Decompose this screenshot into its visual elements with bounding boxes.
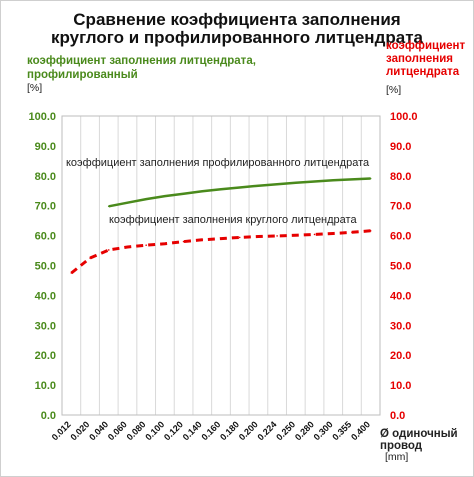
y-tick-label-left: 100.0 (28, 111, 56, 123)
x-tick-label: 0.020 (68, 419, 91, 442)
y-tick-label-right: 0.0 (390, 410, 405, 422)
y-tick-label-left: 0.0 (41, 410, 56, 422)
y-axis-right-unit: [%] (386, 84, 402, 96)
data-point (164, 195, 166, 197)
data-point (126, 201, 129, 204)
y-tick-label-left: 30.0 (35, 320, 56, 332)
y-tick-label-right: 70.0 (390, 201, 411, 213)
data-point (351, 178, 353, 181)
x-tick-label: 0.060 (106, 419, 129, 442)
y-tick-label-left: 70.0 (35, 201, 56, 213)
x-tick-label: 0.040 (87, 419, 110, 442)
chart-title-line-1: Сравнение коэффициента заполнения (73, 10, 401, 29)
series-annotation-1: коэффициент заполнения профилированного … (66, 157, 370, 169)
plot-area (61, 115, 381, 416)
x-tick-label: 0.180 (218, 419, 241, 442)
data-point (351, 231, 353, 234)
y-tick-label-right: 90.0 (390, 141, 411, 153)
y-tick-label-left: 90.0 (35, 141, 56, 153)
data-point (107, 205, 110, 208)
y-tick-label-right: 10.0 (390, 380, 411, 392)
x-tick-label: 0.400 (349, 419, 372, 442)
y-axis-left-label: коэффициент заполнения литцендрата, проф… (27, 55, 256, 81)
y-tick-label-left: 10.0 (35, 380, 56, 392)
y-tick-label-left: 80.0 (35, 171, 56, 183)
data-point (145, 244, 147, 246)
data-point (332, 179, 335, 182)
y-tick-label-right: 100.0 (390, 111, 418, 123)
y-tick-label-right: 20.0 (390, 350, 411, 362)
data-point (295, 234, 297, 237)
x-axis-label: Ø одиночный провод (380, 428, 458, 452)
y-tick-label-left: 50.0 (35, 261, 56, 273)
data-point (164, 242, 166, 245)
data-point (89, 257, 91, 259)
y-axis-right-label: коэффициент заполнения литцендрата (386, 40, 466, 78)
x-tick-label: 0.300 (312, 419, 335, 442)
data-point (257, 235, 260, 238)
series-annotation-2: коэффициент заполнения круглого литцендр… (109, 214, 357, 226)
data-point (313, 233, 316, 236)
data-point (257, 184, 260, 187)
y-axis-left-unit: [%] (27, 82, 43, 94)
data-point (201, 238, 204, 241)
y-tick-label-right: 60.0 (390, 231, 411, 243)
data-point (182, 192, 185, 195)
data-point (107, 249, 110, 251)
data-point (70, 272, 73, 274)
chart-title-line-2: круглого и профилированного литцендрата (51, 28, 423, 47)
x-axis-unit: [mm] (385, 451, 409, 463)
series-line-1 (108, 177, 371, 208)
x-tick-label: 0.280 (293, 419, 316, 442)
data-point (220, 237, 222, 240)
data-point (126, 246, 129, 248)
data-point (332, 232, 335, 235)
data-point (238, 236, 241, 239)
data-point (238, 186, 241, 189)
y-tick-label-right: 30.0 (390, 320, 411, 332)
x-tick-label: 0.200 (237, 419, 260, 442)
x-tick-label: 0.250 (274, 419, 297, 442)
data-point (220, 188, 222, 191)
y-tick-label-right: 50.0 (390, 261, 411, 273)
x-tick-label: 0.224 (256, 419, 279, 442)
x-tick-label: 0.140 (181, 419, 204, 442)
y-tick-label-right: 40.0 (390, 290, 411, 302)
data-point (276, 183, 278, 185)
data-point (295, 181, 297, 184)
x-tick-label: 0.100 (143, 419, 166, 442)
y-tick-label-right: 80.0 (390, 171, 411, 183)
y-tick-label-left: 60.0 (35, 231, 56, 243)
x-tick-label: 0.012 (50, 419, 73, 442)
data-point (201, 190, 204, 193)
data-point (369, 230, 372, 232)
x-tick-label: 0.160 (199, 419, 222, 442)
data-point (313, 180, 316, 183)
data-point (276, 235, 278, 237)
data-point (145, 198, 147, 200)
x-tick-label: 0.355 (330, 419, 353, 442)
y-tick-label-left: 40.0 (35, 290, 56, 302)
data-point (182, 240, 185, 243)
x-tick-label: 0.120 (162, 419, 185, 442)
x-tick-label: 0.080 (125, 419, 148, 442)
series-line-2 (70, 229, 371, 275)
y-tick-label-left: 20.0 (35, 350, 56, 362)
data-point (369, 177, 372, 180)
